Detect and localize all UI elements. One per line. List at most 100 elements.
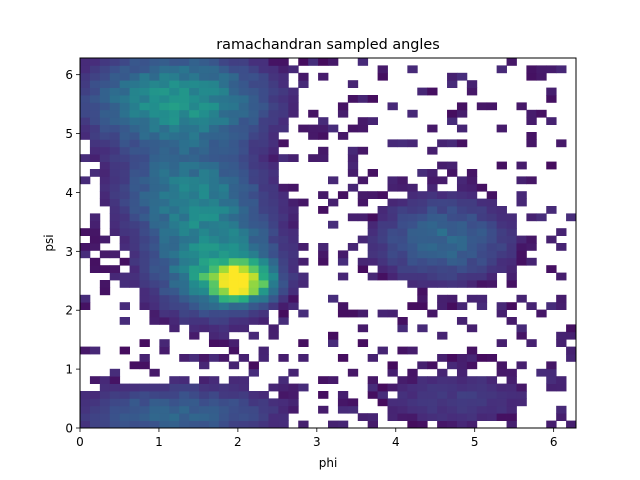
heatmap-cell [387,405,398,414]
heatmap-cell [228,302,240,310]
heatmap-cell [318,146,329,155]
heatmap-cell [248,87,259,96]
heatmap-cell [328,176,339,185]
heatmap-cell [238,398,250,407]
heatmap-cell [169,302,180,310]
heatmap-cell [516,243,527,251]
heatmap-cell [238,109,250,118]
heatmap-cell [427,265,438,273]
heatmap-cell [546,65,557,74]
heatmap-cell [268,420,279,429]
heatmap-cell [179,391,190,399]
heatmap-cell [199,58,210,66]
heatmap-cell [337,102,349,111]
heatmap-cell [496,250,507,259]
heatmap-cell [407,109,418,118]
heatmap-cell [387,213,398,222]
heatmap-cell [80,87,91,96]
heatmap-cell [288,243,299,251]
heatmap-cell [218,95,230,103]
heatmap-cell [486,198,498,207]
heatmap-cell [456,302,468,310]
heatmap-cell [149,161,160,170]
heatmap-cell [387,413,398,421]
heatmap-cell [347,95,359,103]
heatmap-cell [288,280,299,288]
heatmap-cell [228,87,240,96]
heatmap-cell [427,206,438,214]
heatmap-cell [189,87,200,96]
heatmap-cell [427,272,438,281]
heatmap-cell [129,109,140,118]
heatmap-cell [456,124,468,133]
heatmap-cell [258,154,269,162]
heatmap-cell [149,228,160,236]
heatmap-cell [486,413,498,421]
heatmap-cell [80,102,91,111]
heatmap-cell [407,183,418,192]
heatmap-cell [318,191,329,199]
heatmap-cell [476,206,488,214]
heatmap-cell [199,124,210,133]
heatmap-cell [99,420,111,429]
heatmap-cell [506,228,517,236]
heatmap-cell [129,257,140,266]
heatmap-cell [318,376,329,384]
heatmap-cell [496,265,507,273]
heatmap-cell [119,95,130,103]
heatmap-cell [268,206,279,214]
heatmap-cell [566,346,577,355]
heatmap-cell [298,420,309,429]
heatmap-cell [238,154,250,162]
heatmap-cell [268,124,279,133]
heatmap-cell [208,220,220,229]
heatmap-cell [466,272,478,281]
heatmap-cell [179,72,190,81]
heatmap-cell [456,376,468,384]
heatmap-cell [298,309,309,318]
heatmap-cell [149,309,160,318]
heatmap-cell [437,213,448,222]
heatmap-cell [367,191,378,199]
heatmap-cell [556,272,567,281]
heatmap-cell [546,206,557,214]
heatmap-cell [546,376,557,384]
heatmap-cell [437,405,448,414]
heatmap-cell [268,87,279,96]
heatmap-cell [268,213,279,222]
heatmap-cell [238,132,250,140]
heatmap-cell [119,161,130,170]
heatmap-cell [99,80,111,88]
heatmap-cell [258,228,269,236]
heatmap-cell [169,272,180,281]
heatmap-cell [377,213,388,222]
heatmap-cell [119,220,130,229]
heatmap-cell [357,309,369,318]
heatmap-cell [89,109,101,118]
heatmap-cell [169,139,180,148]
heatmap-cell [397,198,408,207]
heatmap-cell [466,220,478,229]
heatmap-cell [119,146,130,155]
heatmap-cell [417,405,428,414]
heatmap-cell [387,235,398,244]
heatmap-cell [119,383,130,392]
heatmap-cell [189,391,200,399]
heatmap-cell [268,95,279,103]
heatmap-cell [417,361,428,370]
heatmap-cell [268,198,279,207]
heatmap-cell [357,265,369,273]
heatmap-cell [288,183,299,192]
heatmap-cell [506,368,517,377]
heatmap-cell [89,146,101,155]
heatmap-cell [427,213,438,222]
heatmap-cell [496,213,507,222]
heatmap-cell [149,391,160,399]
heatmap-cell [526,235,537,244]
heatmap-cell [228,257,240,266]
heatmap-cell [367,235,378,244]
heatmap-cell [447,420,458,429]
heatmap-cell [248,213,259,222]
heatmap-cell [218,250,230,259]
heatmap-cell [99,124,111,133]
